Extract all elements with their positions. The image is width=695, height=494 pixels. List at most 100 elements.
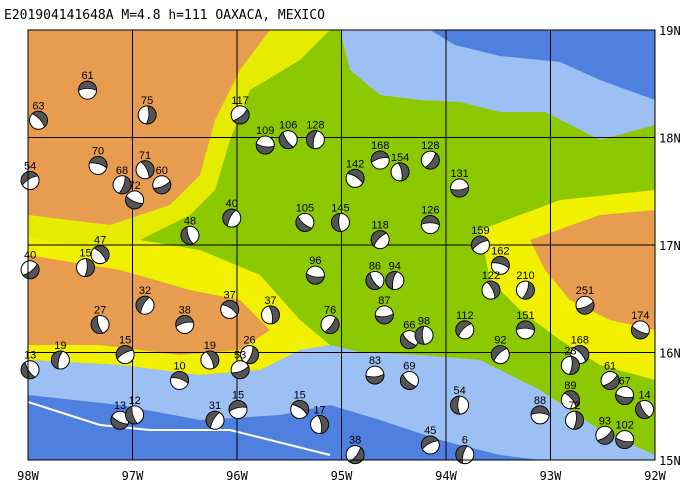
- beachball: [600, 370, 620, 390]
- depth-label: 145: [331, 202, 349, 214]
- beachball: [330, 212, 350, 232]
- x-tick-label: 95W: [331, 469, 353, 483]
- beachball: [230, 105, 250, 125]
- beachball-quadrant: [90, 315, 104, 334]
- beachball: [305, 265, 325, 285]
- beachball: [295, 212, 315, 232]
- depth-label: 76: [324, 305, 336, 317]
- beachball-quadrant: [631, 325, 650, 340]
- beachball: [365, 365, 385, 385]
- beachball-quadrant: [245, 345, 259, 364]
- beachball-quadrant: [291, 400, 310, 416]
- depth-label: 26: [243, 335, 255, 347]
- beachball: [450, 395, 470, 415]
- beachball-quadrant: [31, 110, 48, 128]
- beachball-quadrant: [420, 435, 439, 450]
- beachball: [220, 300, 240, 319]
- beachball: [222, 208, 242, 228]
- depth-label: 54: [453, 385, 465, 397]
- y-tick-label: 17N: [659, 239, 681, 253]
- depth-label: 10: [173, 360, 185, 372]
- depth-label: 47: [94, 235, 106, 247]
- depth-label: 45: [424, 425, 436, 437]
- beachball-quadrant: [317, 415, 329, 434]
- beachball: [490, 255, 510, 275]
- beachball: [20, 171, 40, 190]
- beachball-quadrant: [221, 300, 240, 316]
- beachball: [305, 130, 325, 150]
- beachball-quadrant: [22, 263, 40, 280]
- beachball-quadrant: [295, 215, 313, 232]
- beachball: [470, 235, 490, 255]
- beachball: [385, 270, 405, 290]
- beachball-quadrant: [486, 280, 501, 299]
- beachball-quadrant: [516, 320, 535, 331]
- depth-label: 105: [296, 202, 314, 214]
- depth-label: 93: [599, 415, 611, 427]
- depth-label: 61: [81, 70, 93, 82]
- beachball: [278, 130, 298, 150]
- x-tick-label: 97W: [122, 469, 144, 483]
- beachball: [310, 415, 330, 435]
- beachball-quadrant: [115, 345, 134, 360]
- beachball: [399, 370, 419, 390]
- x-tick-label: 98W: [17, 469, 39, 483]
- x-tick-label: 94W: [435, 469, 457, 483]
- depth-label: 96: [309, 255, 321, 267]
- beachball-quadrant: [471, 235, 489, 251]
- beachball-quadrant: [78, 80, 97, 91]
- beachball: [455, 320, 475, 340]
- beachball-quadrant: [93, 245, 110, 263]
- depth-label: 86: [369, 260, 381, 272]
- beachball: [420, 150, 440, 170]
- beachball-quadrant: [374, 313, 394, 325]
- beachball-quadrant: [576, 301, 595, 315]
- beachball-quadrant: [180, 226, 194, 245]
- beachball-quadrant: [118, 175, 132, 195]
- beachball-quadrant: [491, 256, 510, 269]
- beachball-quadrant: [331, 213, 342, 232]
- depth-label: 15: [232, 389, 244, 401]
- beachball-quadrant: [346, 169, 365, 184]
- depth-label: 15: [119, 335, 131, 347]
- beachball-quadrant: [255, 143, 275, 155]
- beachball: [490, 345, 510, 365]
- beachball: [565, 410, 585, 430]
- beachball-quadrant: [385, 271, 398, 290]
- beachball: [75, 258, 95, 278]
- beachball: [28, 110, 48, 130]
- beachball: [345, 445, 365, 465]
- beachball-quadrant: [397, 162, 410, 182]
- depth-label: 68: [116, 165, 128, 177]
- depth-label: 92: [494, 335, 506, 347]
- depth-label: 38: [179, 305, 191, 317]
- beachball: [515, 320, 535, 340]
- depth-label: 210: [516, 270, 534, 282]
- beachball: [635, 399, 655, 419]
- depth-label: 126: [421, 205, 439, 217]
- beachball-quadrant: [145, 105, 157, 125]
- depth-label: 98: [418, 315, 430, 327]
- y-tick-label: 16N: [659, 347, 681, 361]
- beachball: [560, 355, 580, 375]
- beachball: [228, 399, 248, 419]
- beachball: [420, 435, 440, 455]
- beachball: [90, 245, 110, 265]
- beachball: [530, 405, 550, 425]
- beachball: [175, 315, 195, 335]
- y-tick-label: 19N: [659, 24, 681, 38]
- beachball: [575, 295, 595, 315]
- depth-label: 48: [184, 215, 196, 227]
- depth-label: 67: [619, 376, 631, 388]
- depth-label: 109: [256, 125, 274, 137]
- depth-label: 168: [371, 140, 389, 152]
- beachball: [78, 80, 98, 100]
- depth-label: 63: [32, 100, 44, 112]
- depth-label: 102: [616, 420, 634, 432]
- beachball: [110, 410, 130, 430]
- depth-label: 6: [462, 435, 468, 447]
- beachball-quadrant: [205, 410, 221, 429]
- depth-label: 131: [450, 168, 468, 180]
- depth-label: 23: [564, 345, 576, 357]
- beachball: [90, 315, 110, 335]
